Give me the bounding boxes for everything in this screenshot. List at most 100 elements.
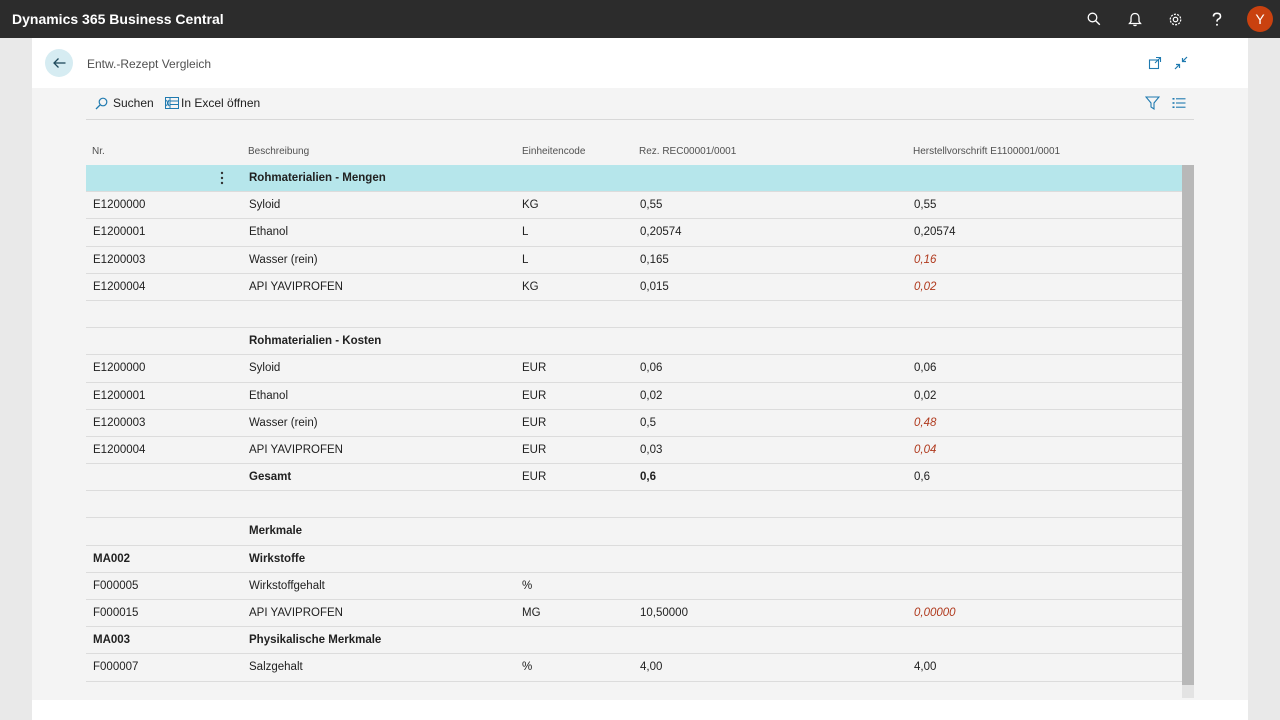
cell-recipe-value [640,165,900,192]
cell-production-value [914,165,1174,192]
page-header: Entw.-Rezept Vergleich [32,38,1248,88]
cell-unit: EUR [522,471,547,484]
table-row[interactable]: E1200004 API YAVIPROFEN EUR 0,03 0,04 [86,437,1182,465]
cell-production-value: 4,00 [914,661,937,674]
cell-recipe-value [640,491,900,518]
cell-unit: MG [522,607,541,619]
cell-description: Merkmale [249,525,303,538]
cell-unit: % [522,579,533,592]
cell-nr: E1200003 [93,416,146,429]
cell-nr: E1200001 [93,389,146,402]
cell-nr: E1200000 [93,199,146,212]
open-new-window-icon[interactable] [1147,55,1163,71]
cell-description: API YAVIPROFEN [249,443,343,456]
cell-description: Gesamt [249,471,292,484]
table-row[interactable]: E1200001 Ethanol L 0,20574 0,20574 [86,219,1182,247]
search-icon[interactable] [1073,0,1114,38]
cell-recipe-value: 0,55 [640,199,663,212]
cell-nr: F000005 [93,579,139,592]
table-row[interactable]: MA002 Wirkstoffe [86,546,1182,573]
table-row[interactable]: Gesamt EUR 0,6 0,6 [86,464,1182,492]
table-row[interactable]: E1200004 API YAVIPROFEN KG 0,015 0,02 [86,274,1182,301]
table-row[interactable]: F000007 Salzgehalt % 4,00 4,00 [86,654,1182,682]
table-row[interactable]: E1200001 Ethanol EUR 0,02 0,02 [86,383,1182,410]
cell-description: Wasser (rein) [249,253,318,266]
cell-unit: L [522,253,529,266]
bell-icon[interactable] [1114,0,1155,38]
cell-nr [93,491,241,518]
cell-unit: EUR [522,362,547,375]
cell-recipe-value [640,627,900,654]
cell-production-value [914,328,1174,355]
cell-recipe-value: 0,015 [640,280,669,293]
cell-unit [522,328,632,355]
cell-recipe-value: 0,03 [640,443,663,456]
cell-unit: KG [522,199,539,212]
avatar[interactable]: Y [1247,6,1273,32]
search-label: Suchen [113,96,154,110]
cell-description: Salzgehalt [249,661,303,674]
table-row[interactable] [86,301,1182,329]
cell-recipe-value [640,518,900,545]
search-button[interactable]: Suchen [95,96,154,110]
table-row[interactable] [86,491,1182,519]
cell-description: Syloid [249,362,281,375]
page-panel: Entw.-Rezept Vergleich Suchen In Excel ö… [32,38,1248,720]
column-header-nr[interactable]: Nr. [92,146,105,157]
table-row[interactable]: E1200003 Wasser (rein) L 0,165 0,16 [86,247,1182,274]
app-title: Dynamics 365 Business Central [12,11,224,27]
column-header-recipe[interactable]: Rez. REC00001/0001 [639,146,737,157]
vertical-scrollbar[interactable] [1182,165,1194,698]
cell-nr: F000007 [93,661,139,674]
table-row[interactable]: Merkmale [86,518,1182,546]
grid-rows: Rohmaterialien - Mengen E1200000 Syloid … [86,165,1182,682]
cell-unit: % [522,661,533,674]
table-row[interactable]: Rohmaterialien - Mengen [86,165,1182,193]
filter-icon[interactable] [1144,96,1161,112]
cell-description [249,491,517,518]
cell-nr: F000015 [93,607,139,619]
cell-production-value-diff: 0,48 [914,416,937,429]
table-row[interactable]: E1200000 Syloid EUR 0,06 0,06 [86,355,1182,383]
content-area: Suchen In Excel öffnen Nr. Beschreibung … [32,88,1248,700]
table-row[interactable]: F000015 API YAVIPROFEN MG 10,50000 0,000… [86,600,1182,628]
cell-recipe-value: 0,165 [640,253,669,266]
column-header-production-spec[interactable]: Herstellvorschrift E1100001/0001 [913,146,1061,157]
gear-icon[interactable] [1155,0,1196,38]
table-row[interactable]: E1200000 Syloid KG 0,55 0,55 [86,192,1182,220]
cell-unit [522,301,632,328]
cell-description: Rohmaterialien - Kosten [249,335,382,348]
table-row[interactable]: E1200003 Wasser (rein) EUR 0,5 0,48 [86,410,1182,437]
cell-description: Wirkstoffe [249,552,306,565]
cell-production-value [914,518,1174,545]
collapse-icon[interactable] [1173,55,1189,71]
action-bar: Suchen In Excel öffnen [86,88,1194,120]
help-icon[interactable] [1196,0,1237,38]
table-row[interactable]: F000005 Wirkstoffgehalt % [86,573,1182,600]
cell-unit [522,518,632,545]
cell-unit [522,546,632,573]
cell-recipe-value [640,546,900,573]
back-button[interactable] [45,49,73,77]
cell-production-value [914,627,1174,654]
cell-nr: E1200001 [93,226,146,239]
top-icons: Y [1073,0,1280,38]
cell-nr [93,328,241,355]
cell-nr: MA002 [93,552,131,565]
cell-recipe-value: 0,5 [640,416,656,429]
cell-unit [522,627,632,654]
column-header-unit-code[interactable]: Einheitencode [522,146,586,157]
table-row[interactable]: Rohmaterialien - Kosten [86,328,1182,356]
scrollbar-thumb[interactable] [1182,165,1194,685]
cell-production-value: 0,20574 [914,226,956,239]
table-row[interactable]: MA003 Physikalische Merkmale [86,627,1182,655]
row-menu-icon[interactable] [220,171,228,187]
cell-description: Syloid [249,199,281,212]
open-in-excel-button[interactable]: In Excel öffnen [165,96,260,110]
cell-production-value-diff: 0,04 [914,443,937,456]
cell-unit [522,165,632,192]
list-view-icon[interactable] [1172,96,1188,112]
column-header-description[interactable]: Beschreibung [248,146,310,157]
cell-unit: EUR [522,416,547,429]
cell-description: Ethanol [249,226,289,239]
